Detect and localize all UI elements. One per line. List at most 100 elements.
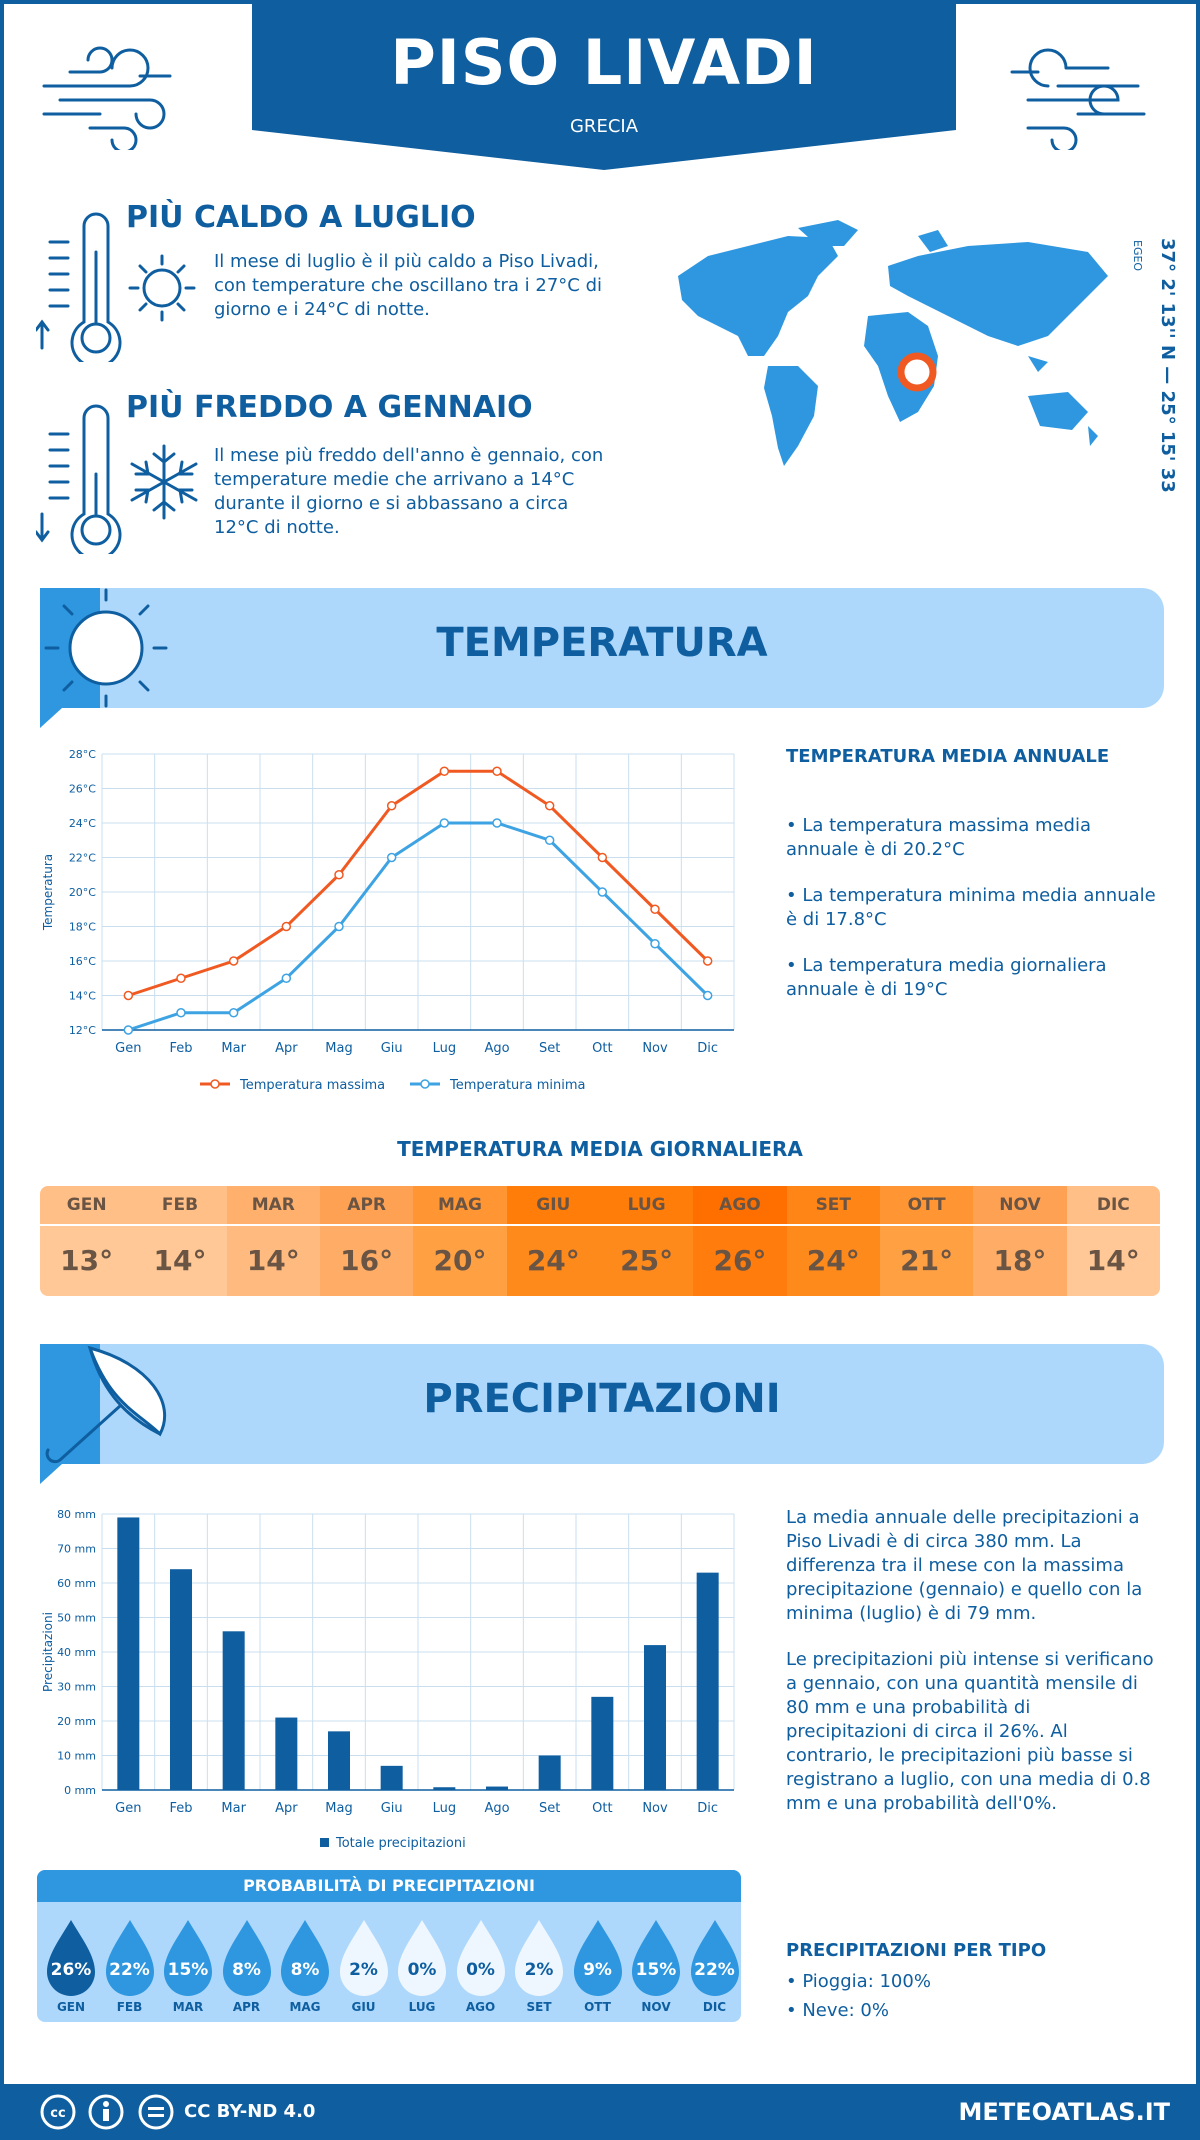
bar [170, 1569, 192, 1790]
precip-type-snow: • Neve: 0% [786, 2000, 889, 2021]
bar [380, 1765, 403, 1790]
precip-probability-drop: 0% AGO [453, 1918, 509, 2018]
x-tick-label: Ago [484, 1801, 509, 1816]
precip-paragraph-1: La media annuale delle precipitazioni a … [786, 1507, 1143, 1624]
x-tick-label: Giu [381, 1041, 403, 1056]
precip-paragraph-2: Le precipitazioni più intense si verific… [786, 1649, 1154, 1814]
x-tick-label: Set [539, 1041, 560, 1056]
daily-temp-value: 14° [133, 1226, 227, 1296]
daily-temp-cell: GIU 24° [506, 1186, 600, 1296]
drop-month: AGO [465, 2000, 496, 2014]
daily-temp-month: MAG [413, 1186, 507, 1224]
cc-icon [40, 2094, 76, 2130]
drop-percentage: 8% [232, 1960, 261, 1980]
series-line-0 [127, 769, 709, 997]
precip-probability-drop: 15% NOV [628, 1918, 684, 2018]
coldest-title: PIÙ FREDDO A GENNAIO [126, 390, 533, 425]
daily-temp-cell: AGO 26° [693, 1186, 787, 1296]
drop-month: SET [526, 2000, 552, 2014]
data-point [386, 801, 397, 811]
by-icon [88, 2094, 124, 2130]
divider [973, 1224, 1067, 1226]
data-point [492, 766, 502, 776]
page: PISO LIVADI GRECIA [4, 4, 1196, 2084]
footer: cc CC BY-ND 4.0 METEOATLAS.IT [0, 2084, 1200, 2140]
y-tick-label: 28°C [69, 748, 96, 761]
x-tick-label: Gen [115, 1801, 141, 1816]
thermometer-hot-icon [36, 212, 196, 362]
data-point [386, 852, 397, 863]
divider [786, 1224, 880, 1226]
legend-marker [420, 1079, 430, 1089]
header-banner: PISO LIVADI GRECIA [252, 4, 956, 174]
data-point [439, 818, 450, 828]
daily-temp-month: GEN [40, 1186, 134, 1224]
drop-icon [339, 1920, 388, 1996]
divider [1066, 1224, 1160, 1226]
site-link[interactable]: METEOATLAS.IT [958, 2098, 1170, 2126]
drop-month: MAR [172, 2000, 204, 2014]
bar [591, 1696, 614, 1790]
y-tick-label: 60 mm [57, 1577, 96, 1590]
x-tick-label: Ott [592, 1801, 612, 1816]
drop-icon [456, 1920, 505, 1996]
y-tick-label: 18°C [69, 921, 96, 934]
y-tick-label: 22°C [69, 852, 96, 865]
divider [693, 1224, 787, 1226]
divider [133, 1224, 227, 1226]
legend-label: Temperatura minima [449, 1078, 586, 1093]
data-point [228, 1008, 239, 1018]
drop-percentage: 22% [694, 1960, 735, 1980]
drop-icon [47, 1920, 95, 1996]
y-tick-label: 0 mm [64, 1784, 96, 1797]
coldest-text: Il mese più freddo dell'anno è gennaio, … [214, 445, 604, 538]
divider [879, 1224, 974, 1226]
daily-temp-cell: DIC 14° [1066, 1186, 1160, 1296]
drop-percentage: 15% [635, 1960, 677, 1980]
y-tick-label: 70 mm [57, 1543, 96, 1556]
divider [599, 1224, 694, 1226]
drop-percentage: 2% [349, 1960, 378, 1980]
annual-max-bullet: • La temperatura massima media annuale è… [786, 815, 1092, 860]
y-tick-label: 24°C [69, 817, 96, 830]
precip-type-heading: PRECIPITAZIONI PER TIPO [786, 1940, 1047, 1961]
data-point [650, 939, 660, 949]
x-tick-label: Ago [484, 1041, 509, 1056]
daily-temp-cell: MAG 20° [413, 1186, 507, 1296]
drop-percentage: 0% [407, 1960, 437, 1980]
legend-label: Totale precipitazioni [335, 1836, 466, 1851]
daily-temp-cell: OTT 21° [879, 1186, 974, 1296]
x-tick-label: Apr [275, 1801, 298, 1816]
y-tick-label: 26°C [69, 783, 96, 796]
drop-percentage: 9% [583, 1960, 612, 1980]
daily-temp-month: DIC [1066, 1186, 1160, 1224]
precip-probability-heading: PROBABILITÀ DI PRECIPITAZIONI [37, 1870, 741, 1902]
precip-probability-drop: 8% APR [219, 1918, 275, 2018]
page-title: PISO LIVADI [390, 26, 818, 99]
x-tick-label: Ott [592, 1041, 612, 1056]
drop-month: NOV [641, 2000, 671, 2014]
x-tick-label: Apr [275, 1041, 298, 1056]
daily-temp-cell: SET 24° [786, 1186, 880, 1296]
drop-icon [105, 1920, 154, 1996]
drop-month: FEB [116, 2000, 143, 2014]
precip-probability-drop: 8% MAG [277, 1918, 333, 2018]
y-tick-label: 16°C [69, 955, 96, 968]
daily-temp-value: 24° [506, 1226, 600, 1296]
drop-percentage: 0% [466, 1960, 495, 1980]
data-point [281, 921, 292, 932]
daily-temp-value: 14° [1066, 1226, 1160, 1296]
drop-icon [632, 1920, 680, 1996]
daily-temp-cell: FEB 14° [133, 1186, 227, 1296]
precip-probability-drop: 22% DIC [687, 1918, 743, 2018]
precip-probability-drop: 0% LUG [394, 1918, 450, 2018]
x-tick-label: Mar [221, 1041, 246, 1056]
temperature-band: TEMPERATURA [40, 588, 1164, 708]
data-point [228, 956, 239, 966]
divider [226, 1224, 320, 1226]
daily-temp-value: 26° [693, 1226, 787, 1296]
y-axis-label: Temperatura [41, 854, 55, 931]
daily-temp-month: SET [786, 1186, 880, 1224]
bar [538, 1755, 561, 1790]
x-tick-label: Dic [697, 1041, 718, 1056]
